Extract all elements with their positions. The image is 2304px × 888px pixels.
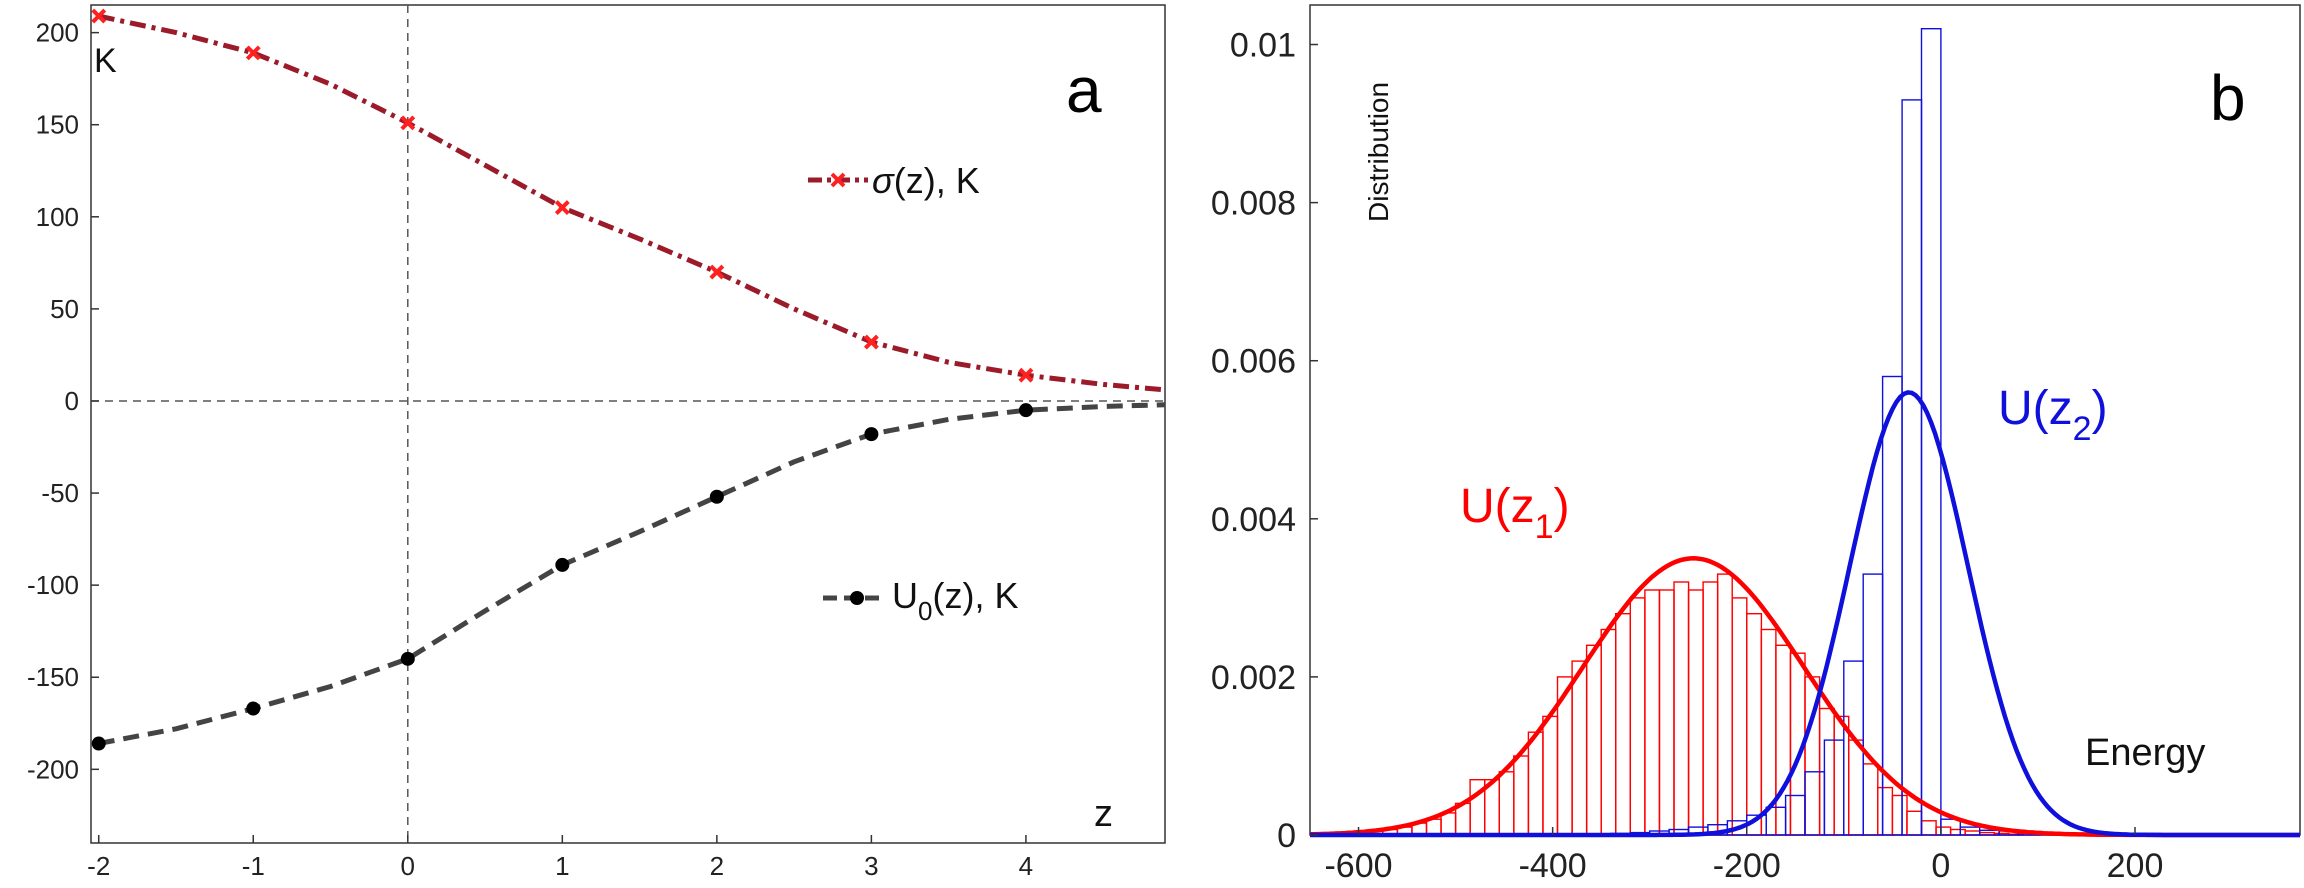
- legend-sigma-symbol: σ: [872, 160, 895, 201]
- legend-u0-label: U0(z), K: [892, 575, 1018, 626]
- panel-a-xtick-label: 3: [864, 851, 878, 881]
- u0-point: [709, 489, 724, 504]
- sigma-point: [1018, 367, 1034, 383]
- legend-u0-text: (z), K: [932, 575, 1018, 616]
- panel-a-ytick-label: 200: [36, 18, 79, 48]
- panel-a-xtick-label: 0: [401, 851, 415, 881]
- legend-u0-marker: [850, 591, 864, 605]
- panel-a-ytick-label: -100: [27, 570, 79, 600]
- legend-u0-prefix: U: [892, 575, 918, 616]
- panel-b-xtick-label: -200: [1713, 847, 1781, 885]
- panel-b-x-ticks: -600 -400 -200 0 200: [1324, 827, 2163, 885]
- panel-a-ytick-label: 50: [50, 294, 79, 324]
- legend-sigma-text: (z), K: [894, 160, 980, 201]
- u0-point: [555, 557, 570, 572]
- legend-u0-subscript: 0: [918, 596, 932, 626]
- u0-point: [246, 701, 261, 716]
- panel-a-xtick-label: -2: [87, 851, 110, 881]
- panel-b-xtick-label: 200: [2107, 847, 2164, 885]
- label-u-z1-main: U(z: [1460, 480, 1535, 533]
- label-u-z2-sub: 2: [2073, 410, 2092, 448]
- legend-u0: U0(z), K: [823, 575, 1018, 626]
- panel-b-ytick-label: 0.01: [1230, 27, 1296, 65]
- label-u-z2: U(z2): [1998, 382, 2108, 448]
- sigma-point: [400, 115, 416, 131]
- panel-a-letter: a: [1066, 54, 1102, 126]
- panel-b-xlabel: Energy: [2085, 732, 2205, 774]
- panel-a-ytick-label: 150: [36, 110, 79, 140]
- panel-a-ytick-label: -200: [27, 754, 79, 784]
- legend-sigma-marker: [830, 172, 846, 188]
- panel-b-letter: b: [2210, 62, 2246, 134]
- panel-a-reference-lines: [91, 5, 1165, 843]
- series-u0-line: [98, 402, 1166, 746]
- panel-a-xlabel: z: [1094, 793, 1113, 835]
- panel-b-ytick-label: 0: [1277, 817, 1296, 855]
- panel-a-ytick-label: 0: [65, 386, 79, 416]
- u0-point: [1018, 403, 1033, 418]
- panel-a-xtick-label: -1: [242, 851, 265, 881]
- panel-b-xtick-label: 0: [1931, 847, 1950, 885]
- histogram-bar: [1920, 28, 1942, 836]
- panel-a-x-ticks: -2 -1 0 1 2 3 4: [87, 835, 1033, 881]
- panel-b-xtick-label: -600: [1324, 847, 1392, 885]
- u0-point: [91, 736, 106, 751]
- panel-a-curves: [98, 13, 1166, 746]
- label-u-z2-main: U(z: [1998, 382, 2073, 435]
- panel-a-ytick-label: -150: [27, 662, 79, 692]
- panel-b-y-ticks: 0 0.002 0.004 0.006 0.008 0.01: [1211, 27, 1318, 855]
- sigma-point: [709, 264, 725, 280]
- sigma-point: [245, 45, 261, 61]
- panel-b-ytick-label: 0.002: [1211, 659, 1296, 697]
- panel-b-ytick-label: 0.006: [1211, 343, 1296, 381]
- label-u-z1: U(z1): [1460, 480, 1570, 546]
- panel-b: -600 -400 -200 0 200 0 0.002 0.004 0.006 0.008 0.…: [1211, 4, 2301, 885]
- sigma-point: [554, 200, 570, 216]
- panel-b-xtick-label: -400: [1519, 847, 1587, 885]
- panel-a-xtick-label: 2: [710, 851, 724, 881]
- label-u-z1-sub: 1: [1535, 508, 1554, 546]
- legend-sigma-label: σ(z), K: [872, 160, 980, 201]
- panel-a-markers: [91, 8, 1034, 751]
- panel-a-xtick-label: 4: [1019, 851, 1033, 881]
- label-u-z1-end: ): [1554, 480, 1570, 533]
- panel-a-xtick-label: 1: [555, 851, 569, 881]
- panel-b-ytick-label: 0.004: [1211, 501, 1296, 539]
- u0-point: [864, 427, 879, 442]
- panel-a-ytick-label: 100: [36, 202, 79, 232]
- panel-a-ylabel: K: [94, 42, 117, 80]
- sigma-point: [91, 8, 107, 24]
- u0-point: [400, 651, 415, 666]
- label-u-z2-end: ): [2092, 382, 2108, 435]
- panel-a-ytick-label: -50: [41, 478, 79, 508]
- panel-b-ytick-label: 0.008: [1211, 185, 1296, 223]
- legend-sigma: σ(z), K: [808, 160, 980, 201]
- panel-b-ylabel: Distribution: [1363, 82, 1394, 222]
- panel-a-axes-frame: [90, 4, 1166, 844]
- sigma-point: [863, 334, 879, 350]
- series-sigma-line: [98, 13, 1166, 393]
- panel-a-y-ticks: 200 150 100 50 0 -50 -100 -150 -200: [27, 18, 99, 784]
